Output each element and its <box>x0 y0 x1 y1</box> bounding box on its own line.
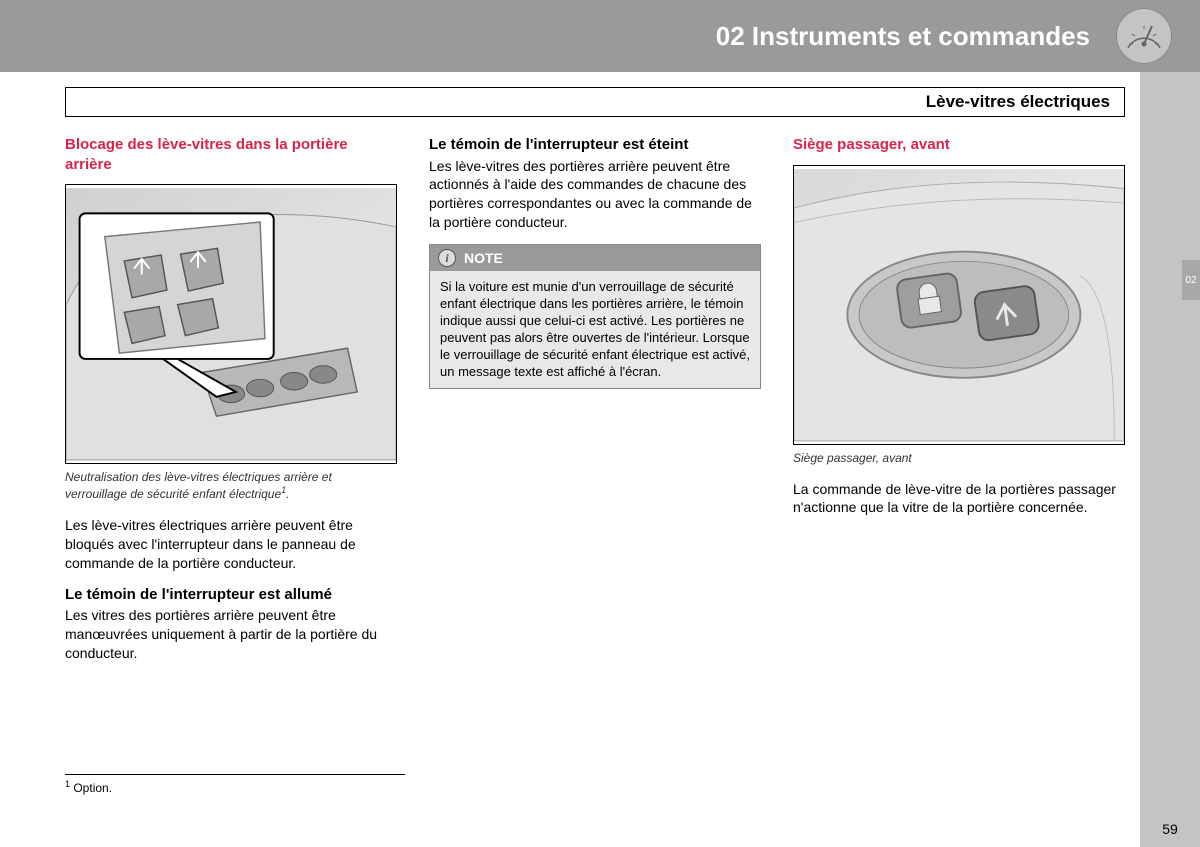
chapter-header: 02 Instruments et commandes <box>0 0 1200 72</box>
note-title: NOTE <box>464 250 503 266</box>
footnote-text: Option. <box>70 781 112 795</box>
col3-heading: Siège passager, avant <box>793 135 1125 155</box>
caption-text: Neutralisation des lève-vitres électriqu… <box>65 470 332 501</box>
col2-p1: Les lève-vitres des portières arrière pe… <box>429 157 761 233</box>
content-columns: Blocage des lève-vitres dans la portière… <box>65 135 1125 675</box>
figure-window-lock-switch <box>65 184 397 464</box>
footnote-rule <box>65 774 405 775</box>
caption-sup: 1 <box>281 485 286 495</box>
column-3: Siège passager, avant <box>793 135 1125 675</box>
note-body: Si la voiture est munie d'un verrouillag… <box>430 271 760 388</box>
col1-sub1: Le témoin de l'interrupteur est allumé <box>65 585 397 605</box>
figure1-caption: Neutralisation des lève-vitres électriqu… <box>65 470 397 502</box>
info-icon: i <box>438 249 456 267</box>
footnote: 1 Option. <box>65 779 112 795</box>
chapter-title: 02 Instruments et commandes <box>716 21 1090 52</box>
col3-p1: La commande de lève-vitre de la portière… <box>793 480 1125 518</box>
section-title: Lève-vitres électriques <box>926 92 1110 112</box>
note-box: i NOTE Si la voiture est munie d'un verr… <box>429 244 761 389</box>
side-chapter-tab: 02 <box>1182 260 1200 300</box>
col1-heading: Blocage des lève-vitres dans la portière… <box>65 135 397 174</box>
note-header: i NOTE <box>430 245 760 271</box>
figure2-caption: Siège passager, avant <box>793 451 1125 466</box>
figure-passenger-switch <box>793 165 1125 445</box>
gauge-icon <box>1116 8 1172 64</box>
section-title-bar: Lève-vitres électriques <box>65 87 1125 117</box>
page-number: 59 <box>1140 811 1200 847</box>
col1-p1: Les lève-vitres électriques arrière peuv… <box>65 516 397 573</box>
column-1: Blocage des lève-vitres dans la portière… <box>65 135 397 675</box>
column-2: Le témoin de l'interrupteur est éteint L… <box>429 135 761 675</box>
col1-p2: Les vitres des portières arrière peuvent… <box>65 606 397 663</box>
right-sidebar <box>1140 0 1200 847</box>
col2-sub1: Le témoin de l'interrupteur est éteint <box>429 135 761 155</box>
